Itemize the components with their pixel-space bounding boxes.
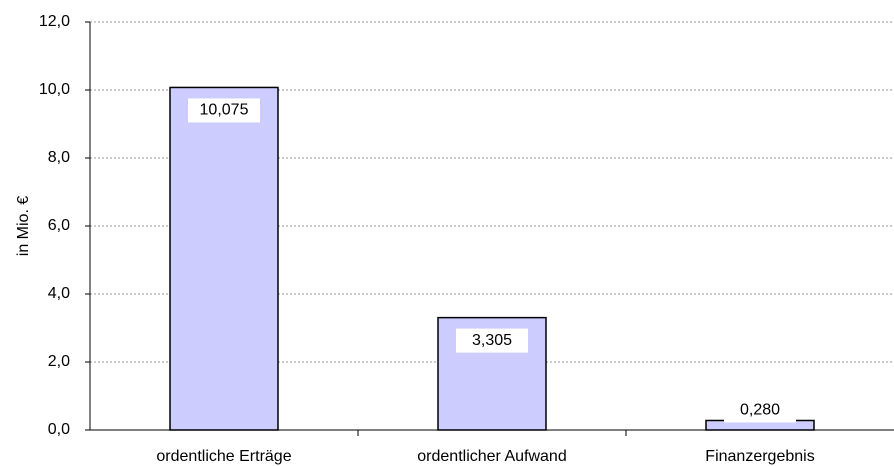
y-axis-label: in Mio. € [15, 196, 32, 257]
bar [169, 86, 279, 431]
value-label-box [456, 328, 528, 353]
y-tick-label: 0,0 [48, 421, 70, 438]
y-tick-label: 6,0 [48, 217, 70, 234]
y-tick-label: 2,0 [48, 353, 70, 370]
x-tick-label: Finanzergebnis [705, 448, 814, 465]
y-tick-label: 10,0 [39, 81, 70, 98]
y-tick-label: 12,0 [39, 13, 70, 30]
y-tick-label: 4,0 [48, 285, 70, 302]
value-label: 3,305 [472, 332, 512, 349]
value-label-box [188, 98, 260, 123]
x-tick-label: ordentliche Erträge [156, 448, 291, 465]
value-label-box [724, 398, 796, 423]
y-tick-label: 8,0 [48, 149, 70, 166]
value-label: 10,075 [200, 102, 249, 119]
value-label: 0,280 [740, 402, 780, 419]
x-tick-label: ordentlicher Aufwand [417, 448, 566, 465]
